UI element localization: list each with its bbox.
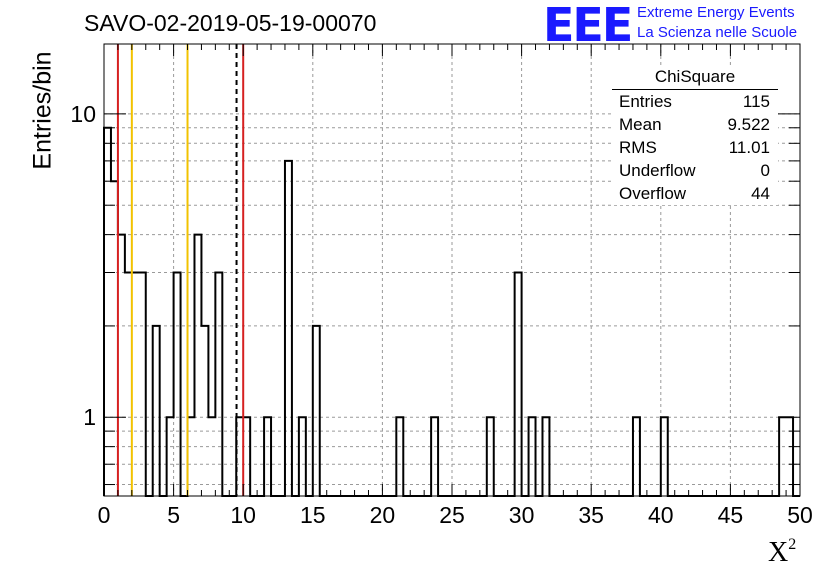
x-tick-label: 0 [98,502,111,528]
y-tick-label: 10 [70,101,96,127]
x-axis-label: X2 [768,536,796,569]
stats-value: 44 [751,184,770,203]
x-tick-label: 35 [578,502,604,528]
stats-row-mean: Mean 9.522 [612,113,778,136]
x-tick-label: 15 [300,502,326,528]
x-tick-label: 20 [370,502,396,528]
chart-title: SAVO-02-2019-05-19-00070 [84,10,377,36]
stats-row-rms: RMS 11.01 [612,136,778,159]
stats-row-underflow: Underflow 0 [612,159,778,182]
y-tick-label: 1 [83,404,96,430]
stats-label: Overflow [619,184,687,203]
stats-label: Mean [619,115,662,134]
stats-label: Entries [619,92,672,111]
x-tick-label: 5 [167,502,180,528]
x-tick-label: 30 [509,502,535,528]
stats-value: 0 [760,161,770,180]
x-axis-label-base: X [768,537,789,568]
stats-label: RMS [619,138,657,157]
x-tick-label: 50 [787,502,813,528]
stats-value: 115 [742,92,770,111]
x-tick-label: 45 [718,502,744,528]
x-tick-label: 25 [439,502,465,528]
x-tick-label: 40 [648,502,674,528]
stats-value: 9.522 [727,115,770,134]
eee-logo: EEE [543,0,633,52]
x-axis-label-superscript: 2 [788,536,797,553]
stats-label: Underflow [619,161,696,180]
logo-text-line1: Extreme Energy Events [637,4,795,21]
stats-title: ChiSquare [612,66,778,90]
logo-text-line2: La Scienza nelle Scuole [637,24,798,41]
stats-row-entries: Entries 115 [612,90,778,113]
stats-value: 11.01 [728,138,770,157]
x-tick-label: 10 [230,502,256,528]
stats-box: ChiSquare Entries 115 Mean 9.522 RMS 11.01 … [612,66,778,205]
stats-row-overflow: Overflow 44 [612,182,778,205]
y-axis-label: Entries/bin [28,51,57,170]
